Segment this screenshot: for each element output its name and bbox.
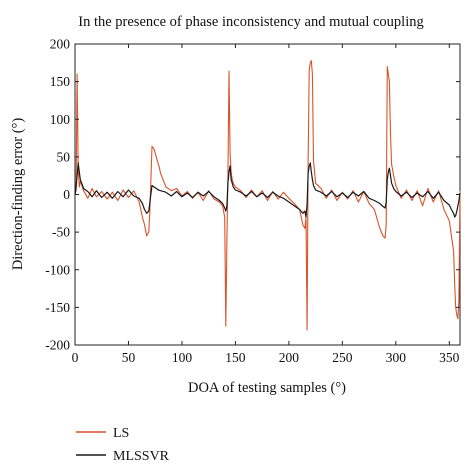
y-tick-label: -150	[45, 300, 70, 315]
x-tick-label: 50	[122, 350, 136, 365]
x-tick-label: 350	[439, 350, 460, 365]
x-tick-label: 100	[172, 350, 193, 365]
y-axis-label: Direction-finding error (°)	[10, 118, 26, 271]
x-tick-label: 0	[72, 350, 79, 365]
y-tick-label: -200	[45, 338, 70, 353]
x-tick-label: 300	[386, 350, 407, 365]
y-tick-label: 200	[50, 37, 71, 52]
y-tick-label: 0	[63, 187, 70, 202]
chart-title: In the presence of phase inconsistency a…	[78, 14, 423, 30]
y-tick-label: -50	[52, 225, 70, 240]
y-tick-label: 150	[50, 74, 71, 89]
x-tick-label: 150	[225, 350, 246, 365]
axes: 0 50 100 150 200 250 300 350 200 150 100 50 0 -50 -100…	[45, 37, 460, 365]
x-axis-label: DOA of testing samples (°)	[188, 380, 346, 396]
legend-label-mlssvr: MLSSVR	[113, 449, 170, 464]
series-line-mlssvr	[74, 162, 461, 218]
legend-label-ls: LS	[113, 426, 129, 441]
x-tick-label: 250	[332, 350, 353, 365]
x-tick-label: 200	[279, 350, 300, 365]
legend: LS MLSSVR	[76, 426, 170, 464]
series-lines	[74, 60, 461, 331]
y-tick-label: -100	[45, 262, 70, 277]
y-tick-label: 50	[57, 149, 71, 164]
y-tick-label: 100	[50, 112, 71, 127]
